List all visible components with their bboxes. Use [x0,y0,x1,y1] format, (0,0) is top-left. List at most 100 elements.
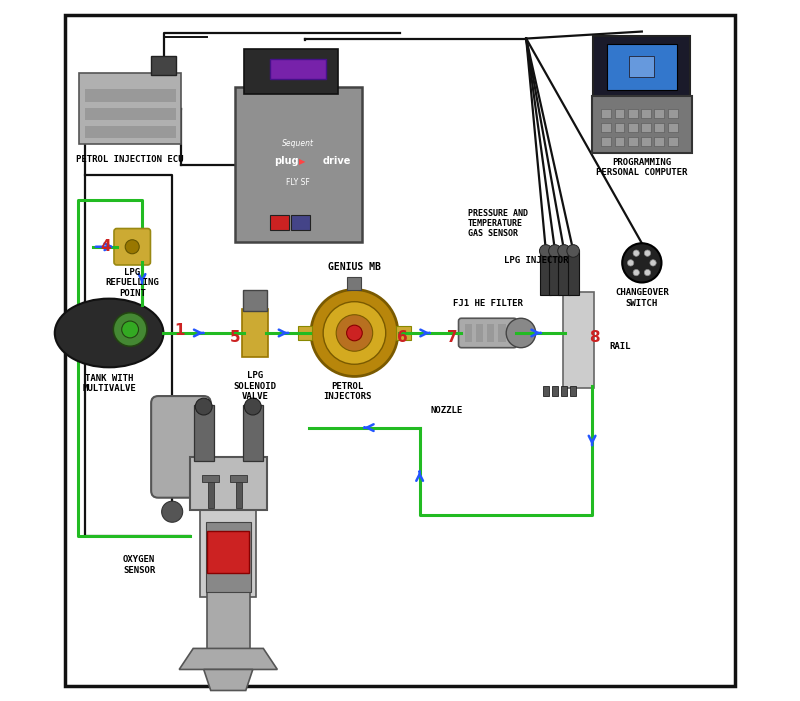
Text: OXYGEN
SENSOR: OXYGEN SENSOR [123,555,155,575]
FancyBboxPatch shape [151,56,176,76]
FancyBboxPatch shape [290,215,310,230]
Text: PETROL INJECTION ECU: PETROL INJECTION ECU [76,155,184,163]
Circle shape [549,245,562,257]
FancyBboxPatch shape [567,250,578,295]
FancyBboxPatch shape [562,386,567,396]
Text: LPG
SOLENOID
VALVE: LPG SOLENOID VALVE [234,371,276,401]
Circle shape [539,245,552,257]
FancyBboxPatch shape [614,109,624,118]
FancyBboxPatch shape [614,123,624,132]
Circle shape [311,290,398,376]
FancyBboxPatch shape [570,386,576,396]
FancyBboxPatch shape [601,109,611,118]
Text: 4: 4 [101,239,111,254]
FancyBboxPatch shape [114,229,150,265]
Text: drive: drive [323,156,351,166]
Circle shape [644,269,650,275]
Text: PETROL
INJECTORS: PETROL INJECTORS [323,381,372,401]
FancyBboxPatch shape [654,123,664,132]
FancyBboxPatch shape [230,475,247,482]
FancyBboxPatch shape [543,386,549,396]
FancyBboxPatch shape [476,324,483,342]
Circle shape [122,321,138,338]
Circle shape [558,245,570,257]
FancyBboxPatch shape [243,405,262,461]
FancyBboxPatch shape [628,137,638,146]
Text: Sequent: Sequent [282,139,314,148]
Text: LPG
REFUELLING
POINT: LPG REFUELLING POINT [106,268,159,298]
Text: ▶: ▶ [298,157,305,165]
FancyBboxPatch shape [397,326,410,340]
FancyBboxPatch shape [206,590,250,654]
Text: GENIUS MB: GENIUS MB [328,262,381,272]
FancyBboxPatch shape [298,326,312,340]
FancyBboxPatch shape [630,56,654,77]
Polygon shape [204,669,253,690]
FancyBboxPatch shape [668,109,678,118]
Circle shape [622,243,662,283]
Circle shape [336,315,373,351]
Polygon shape [179,648,278,669]
Ellipse shape [54,299,163,367]
Circle shape [114,313,147,346]
Text: FLY SF: FLY SF [286,178,310,186]
FancyBboxPatch shape [654,137,664,146]
FancyBboxPatch shape [206,522,250,592]
FancyBboxPatch shape [85,107,176,121]
FancyBboxPatch shape [592,96,692,153]
FancyBboxPatch shape [550,250,561,295]
Circle shape [627,259,634,266]
FancyBboxPatch shape [235,87,362,243]
FancyBboxPatch shape [601,123,611,132]
FancyBboxPatch shape [641,123,651,132]
Text: CHANGEOVER
SWITCH: CHANGEOVER SWITCH [615,288,669,308]
Text: 6: 6 [397,330,407,346]
FancyBboxPatch shape [540,250,551,295]
Text: 1: 1 [174,323,185,339]
FancyBboxPatch shape [242,308,267,357]
FancyBboxPatch shape [194,405,214,461]
Circle shape [650,259,656,266]
Circle shape [633,250,639,257]
Circle shape [195,398,212,415]
FancyBboxPatch shape [487,324,494,342]
FancyBboxPatch shape [654,109,664,118]
Circle shape [644,250,650,257]
Text: FJ1 HE FILTER: FJ1 HE FILTER [453,299,522,308]
Circle shape [346,325,362,341]
FancyBboxPatch shape [200,500,256,597]
FancyBboxPatch shape [270,215,289,230]
FancyBboxPatch shape [552,386,558,396]
FancyBboxPatch shape [236,480,242,508]
FancyBboxPatch shape [641,137,651,146]
Text: plug: plug [274,156,298,166]
FancyBboxPatch shape [601,137,611,146]
Text: LPG INJECTOR: LPG INJECTOR [504,256,568,265]
Text: NOZZLE: NOZZLE [431,406,463,414]
Circle shape [162,501,182,522]
Text: PROGRAMMING
PERSONAL COMPUTER: PROGRAMMING PERSONAL COMPUTER [596,158,687,177]
FancyBboxPatch shape [628,109,638,118]
Text: RAIL: RAIL [610,343,631,351]
FancyBboxPatch shape [563,292,594,388]
Text: PRESSURE AND
TEMPERATURE
GAS SENSOR: PRESSURE AND TEMPERATURE GAS SENSOR [468,208,528,238]
FancyBboxPatch shape [558,250,570,295]
FancyBboxPatch shape [606,44,677,90]
FancyBboxPatch shape [668,123,678,132]
Text: 8: 8 [590,330,600,346]
FancyBboxPatch shape [208,480,214,508]
FancyBboxPatch shape [190,457,267,510]
FancyBboxPatch shape [465,324,472,342]
FancyBboxPatch shape [243,290,267,311]
FancyBboxPatch shape [347,277,362,290]
FancyBboxPatch shape [614,137,624,146]
FancyBboxPatch shape [594,36,690,101]
FancyBboxPatch shape [79,74,182,144]
FancyBboxPatch shape [244,49,338,94]
Circle shape [126,240,139,254]
Circle shape [633,269,639,275]
FancyBboxPatch shape [85,89,176,102]
FancyBboxPatch shape [202,475,219,482]
FancyBboxPatch shape [458,318,517,348]
Text: 7: 7 [447,330,458,346]
